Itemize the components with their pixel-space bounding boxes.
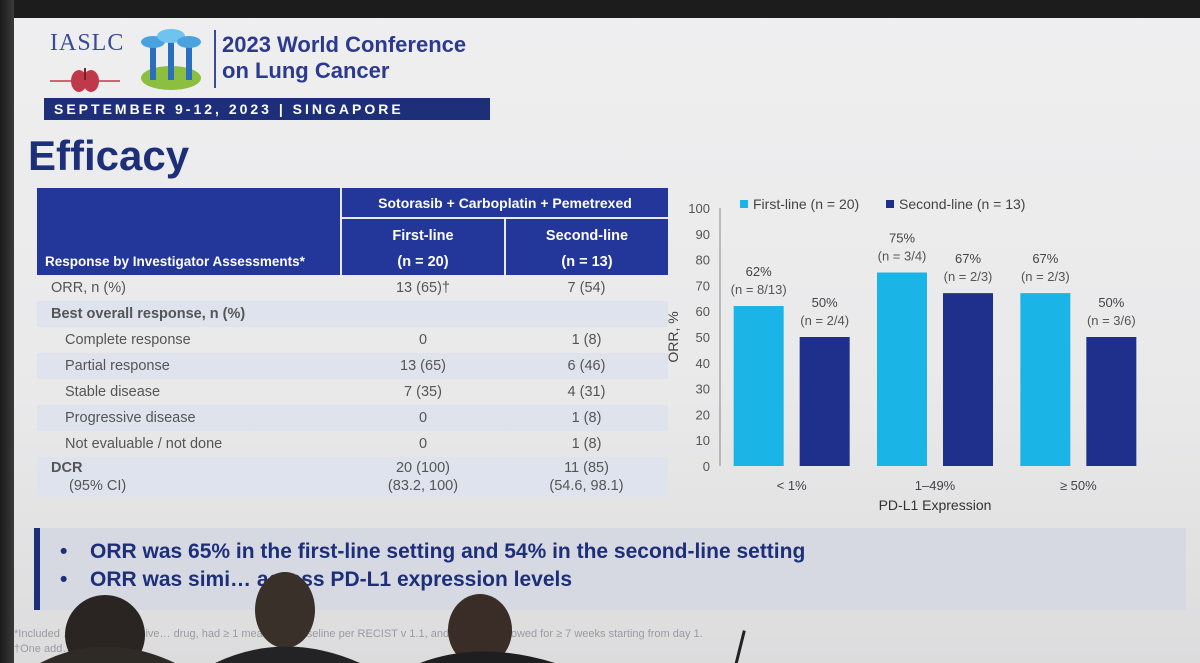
row-label: ORR, n (%) xyxy=(51,280,126,296)
x-axis-title: PD-L1 Expression xyxy=(879,497,992,513)
row-label: Not evaluable / not done xyxy=(65,436,223,452)
dcr-second-line: 11 (85) xyxy=(564,460,609,476)
y-tick-label: 0 xyxy=(703,459,710,474)
table-row: Best overall response, n (%) xyxy=(37,301,668,327)
cell-first-line: 0 xyxy=(341,405,505,431)
conference-dateline: SEPTEMBER 9-12, 2023 | SINGAPORE xyxy=(44,98,490,120)
y-axis-title: ORR, % xyxy=(665,311,681,362)
bar xyxy=(877,272,927,466)
dcr-first-line: 20 (100) xyxy=(395,460,450,476)
cell-first-line: 7 (35) xyxy=(404,384,442,400)
bar xyxy=(799,337,850,466)
bar xyxy=(1086,337,1137,466)
cell-second-line: 4 (31) xyxy=(567,384,606,400)
row-label: Best overall response, n (%) xyxy=(37,301,341,327)
cell-first-line: 13 (65) xyxy=(341,353,505,379)
singapore-trees-icon xyxy=(141,29,201,90)
screen-bezel-left xyxy=(0,0,14,663)
row-label: Partial response xyxy=(37,353,341,379)
y-tick-label: 40 xyxy=(696,356,710,371)
slide-title: Efficacy xyxy=(28,132,190,179)
dcr-ci-label: (95% CI) xyxy=(69,478,127,494)
col-first-line: First-line xyxy=(340,217,505,249)
bar-n-label: (n = 2/3) xyxy=(1021,269,1070,284)
row-header: Response by Investigator Assessments* xyxy=(37,188,341,275)
dcr-second-line-ci: (54.6, 98.1) xyxy=(549,478,624,494)
regimen-header: Sotorasib + Carboplatin + Pemetrexed xyxy=(340,188,668,218)
bar-value-label: 62% xyxy=(746,264,772,279)
bar-value-label: 67% xyxy=(955,251,981,266)
y-tick-label: 70 xyxy=(696,278,710,293)
bar-n-label: (n = 8/13) xyxy=(731,282,787,297)
table-row: Partial response 13 (65) 6 (46) xyxy=(37,353,668,379)
bar-value-label: 50% xyxy=(1098,295,1124,310)
bar-n-label: (n = 2/4) xyxy=(800,313,849,328)
row-label: Progressive disease xyxy=(37,405,341,431)
dcr-label: DCR xyxy=(51,460,83,476)
cell-second-line: 1 (8) xyxy=(571,332,602,348)
x-tick-label: 1–49% xyxy=(915,478,956,493)
y-tick-label: 20 xyxy=(696,407,710,422)
table-row: Stable disease 7 (35) 4 (31) xyxy=(37,379,668,405)
cell-first-line xyxy=(341,301,505,327)
y-tick-label: 80 xyxy=(696,253,710,268)
lungs-icon xyxy=(50,68,120,92)
cell-first-line: 0 xyxy=(418,436,428,452)
legend-label: First-line (n = 20) xyxy=(753,196,859,212)
bar-n-label: (n = 3/4) xyxy=(878,249,927,264)
y-tick-label: 30 xyxy=(696,382,710,397)
cell-second-line xyxy=(505,301,668,327)
table-row: ORR, n (%) 13 (65)† 7 (54) xyxy=(37,275,668,301)
org-logo-text: IASLC xyxy=(50,30,125,56)
cell-second-line: 7 (54) xyxy=(567,280,606,296)
cell-first-line: 13 (65)† xyxy=(395,280,450,296)
table-row-dcr: DCR (95% CI) 20 (100) (83.2, 100) 11 (85… xyxy=(37,457,668,497)
y-tick-label: 60 xyxy=(696,304,710,319)
y-tick-label: 90 xyxy=(696,227,710,242)
efficacy-table: Response by Investigator Assessments* So… xyxy=(37,188,668,497)
bar xyxy=(1020,293,1071,466)
summary-box: • ORR was 65% in the first-line setting a… xyxy=(34,528,1186,610)
bar xyxy=(733,306,784,466)
table-row: Not evaluable / not done 0 1 (8) xyxy=(37,431,668,457)
y-tick-label: 50 xyxy=(696,330,710,345)
footnotes: *Included … ents who receive… drug, had … xyxy=(14,628,1194,658)
dcr-first-line-ci: (83.2, 100) xyxy=(387,478,459,494)
screen-bezel-top xyxy=(0,0,1200,18)
col-second-line: Second-line xyxy=(504,217,668,249)
orr-bar-chart: 0 10 20 30 40 50 60 70 80 90 100 ORR, % First-line (… xyxy=(665,196,1137,513)
bar-value-label: 67% xyxy=(1032,251,1058,266)
bar-value-label: 75% xyxy=(889,231,915,246)
x-tick-label: < 1% xyxy=(777,478,807,493)
row-label: Stable disease xyxy=(65,384,161,400)
bar-value-label: 50% xyxy=(812,295,838,310)
y-tick-label: 10 xyxy=(696,433,710,448)
cell-first-line: 0 xyxy=(418,332,428,348)
bar-n-label: (n = 2/3) xyxy=(944,269,993,284)
conference-name-line1: 2023 World Conference xyxy=(222,32,467,57)
legend-swatch xyxy=(740,200,748,208)
col-second-line-n: (n = 13) xyxy=(504,249,668,275)
bar-n-label: (n = 3/6) xyxy=(1087,313,1136,328)
table-row: Progressive disease 0 1 (8) xyxy=(37,405,668,431)
cell-second-line: 6 (46) xyxy=(505,353,668,379)
header-divider xyxy=(214,30,216,88)
conference-header: IASLC 2023 World Conference on Lung Canc… xyxy=(44,24,504,124)
footnote: †One add… an unconfi… xyxy=(14,643,139,655)
footnote: *Included … ents who receive… drug, had … xyxy=(14,628,703,640)
table-row: Complete response 0 1 (8) xyxy=(37,327,668,353)
legend-swatch xyxy=(886,200,894,208)
x-tick-label: ≥ 50% xyxy=(1060,478,1097,493)
col-first-line-n: (n = 20) xyxy=(340,249,505,275)
bar xyxy=(943,293,993,466)
y-tick-label: 100 xyxy=(688,201,710,216)
conference-name-line2: on Lung Cancer xyxy=(222,58,390,83)
row-label: Complete response xyxy=(65,332,191,348)
legend-label: Second-line (n = 13) xyxy=(899,196,1025,212)
cell-second-line: 1 (8) xyxy=(505,405,668,431)
summary-bullet: • ORR was simi… across PD-L1 expression l… xyxy=(60,568,573,591)
summary-bullet: • ORR was 65% in the first-line setting a… xyxy=(60,540,806,563)
cell-second-line: 1 (8) xyxy=(571,436,602,452)
